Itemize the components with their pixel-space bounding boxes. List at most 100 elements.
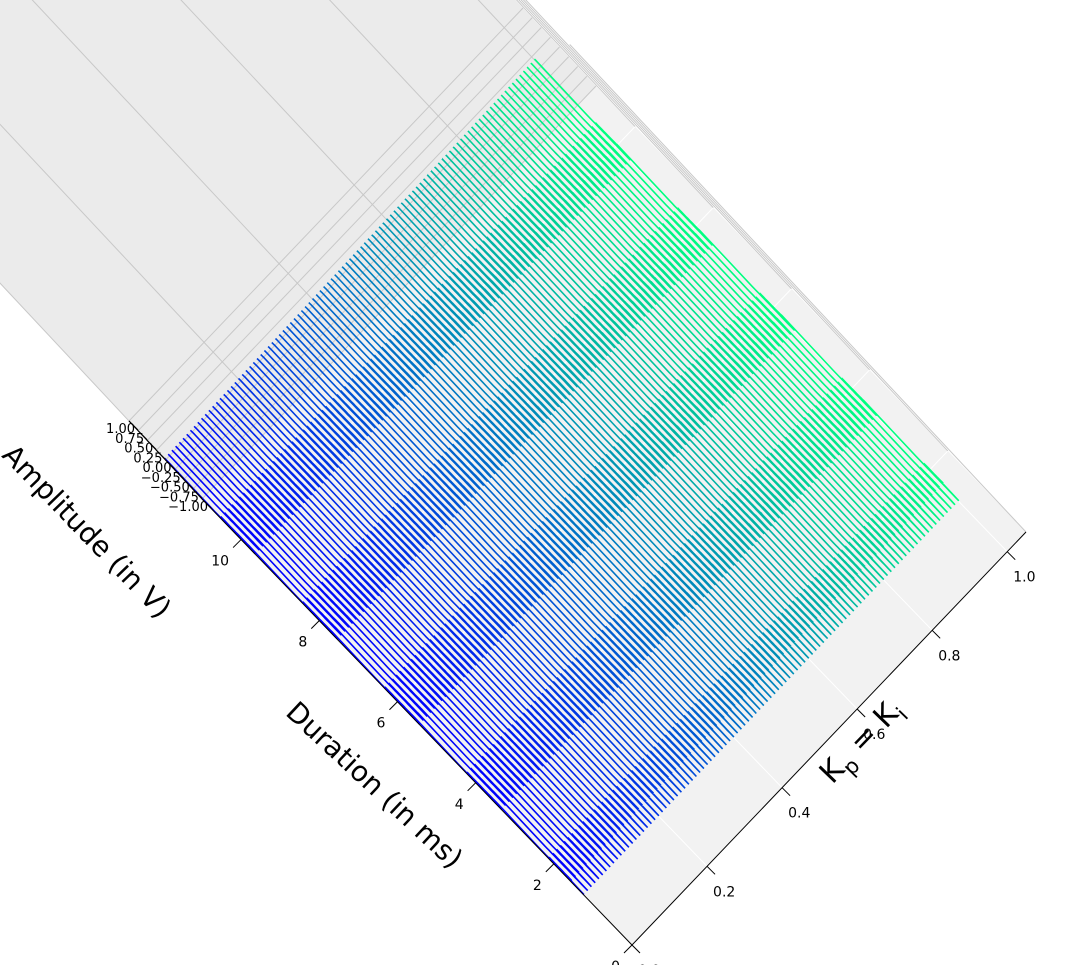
side-grid-line (522, 0, 871, 371)
series-trace (186, 433, 607, 872)
series-trace (411, 190, 836, 632)
series-trace (508, 86, 934, 529)
series-trace (311, 298, 735, 738)
series-trace (267, 345, 690, 785)
floor-grid-line (240, 126, 636, 540)
floor-grid-line (397, 288, 792, 703)
series-trace (426, 173, 851, 616)
series-trace (519, 74, 945, 518)
series-trace (526, 66, 952, 510)
series-trace (433, 166, 859, 608)
back-grid-line (156, 36, 551, 451)
x-tick-mark (232, 539, 242, 548)
series-trace (430, 169, 855, 612)
series-trace (478, 118, 904, 561)
back-grid-line (477, 0, 578, 107)
series-trace (367, 238, 791, 679)
series-trace (286, 325, 709, 766)
series-trace (515, 78, 941, 522)
series-trace (249, 365, 671, 805)
z-tick-mark (146, 440, 157, 450)
z-tick-mark (183, 479, 194, 489)
series-trace (271, 341, 694, 781)
series-trace (378, 226, 802, 667)
x-tick-label: 8 (298, 635, 307, 651)
series-trace (408, 194, 832, 636)
z-tick-mark (201, 498, 212, 509)
x-tick-label: 2 (533, 878, 542, 894)
back-grid-line (201, 85, 597, 500)
floor-grid-line (318, 207, 714, 621)
side-grid-line (518, 0, 714, 208)
series-trace (522, 70, 949, 514)
x-tick-label: 4 (455, 797, 464, 813)
series-trace (356, 250, 780, 691)
x-tick-label: 6 (377, 716, 386, 732)
floor-grid-line (553, 450, 949, 865)
y-tick-mark (781, 787, 791, 797)
z-tick-label: 1.00 (106, 422, 135, 437)
series-trace (459, 138, 885, 581)
z-tick-label: −0.25 (141, 471, 181, 486)
series-trace (474, 122, 900, 565)
side-grid-line (520, 0, 792, 290)
back-grid-line (183, 66, 579, 480)
series-trace (171, 449, 592, 888)
z-tick-mark (137, 430, 148, 441)
series-trace (511, 82, 937, 525)
back-grid-line (180, 0, 428, 264)
series-trace (323, 286, 746, 726)
series-trace (389, 214, 814, 655)
series-trace (374, 230, 799, 671)
side-grid-line (569, 44, 1027, 533)
x-tick-label: 10 (211, 554, 229, 570)
series-trace (533, 58, 960, 502)
series-trace (212, 405, 634, 844)
series-trace (289, 321, 712, 762)
y-tick-mark (856, 708, 866, 718)
z-tick-label: 0.50 (124, 442, 153, 457)
series-trace (252, 361, 675, 801)
x-tick-mark (467, 782, 476, 792)
y-axis-line (631, 531, 1027, 946)
series-trace (197, 421, 619, 860)
back-grid-line (0, 123, 278, 421)
series-trace (341, 266, 765, 707)
x-tick-label: 0 (611, 959, 620, 965)
series-trace (396, 206, 821, 648)
x-axis-line (201, 498, 633, 946)
z-tick-mark (128, 420, 139, 431)
y-tick-mark (631, 944, 641, 954)
series-trace (263, 349, 686, 789)
back-grid-line (328, 0, 503, 185)
y-tick-label: 0.6 (863, 727, 885, 743)
series-trace (260, 353, 682, 793)
z-tick-mark (192, 488, 203, 499)
side-grid-line (525, 0, 949, 452)
y-tick-mark (931, 629, 941, 639)
series-trace (326, 282, 750, 722)
series-trace (496, 98, 922, 541)
series-trace (504, 90, 930, 533)
series-trace (241, 373, 664, 813)
series-trace (223, 393, 645, 833)
series-trace (182, 437, 604, 876)
series-trace (452, 146, 877, 588)
z-tick-mark (165, 459, 175, 470)
y-tick-label: 0.0 (638, 963, 660, 965)
series-trace (419, 182, 844, 624)
series-trace (445, 154, 870, 596)
series-trace (274, 337, 697, 778)
back-grid-line (137, 17, 533, 432)
series-trace (482, 114, 907, 557)
series-trace (360, 246, 784, 687)
z-tick-mark (156, 449, 166, 460)
y-tick-mark (706, 865, 716, 875)
series-trace (493, 102, 919, 545)
series-trace (467, 130, 892, 573)
back-grid-line (31, 0, 353, 343)
series-trace (330, 278, 754, 718)
series-trace (208, 409, 630, 848)
series-trace (215, 401, 637, 841)
